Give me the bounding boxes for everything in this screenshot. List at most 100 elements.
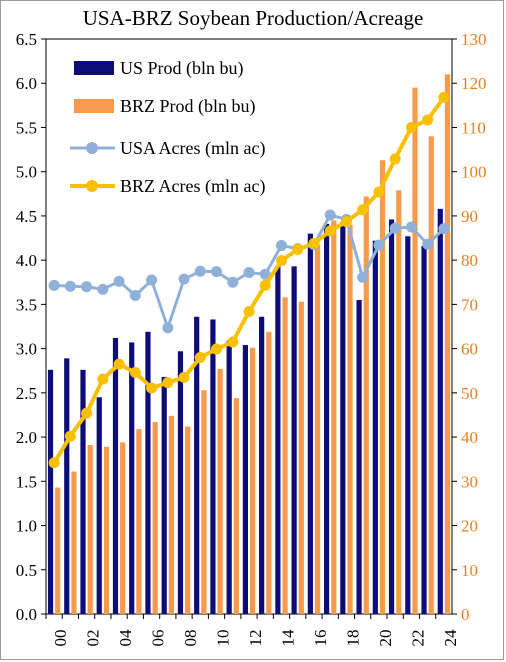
legend-item: BRZ Prod (bln bu) bbox=[74, 96, 256, 117]
right-tick-label: 120 bbox=[461, 74, 487, 93]
legend-marker bbox=[86, 180, 98, 192]
legend-item: US Prod (bln bu) bbox=[74, 58, 244, 79]
point-brz-acres bbox=[194, 351, 206, 363]
point-usa-acres bbox=[162, 322, 174, 334]
legend-swatch bbox=[74, 99, 114, 113]
legend-label: BRZ Acres (mln ac) bbox=[120, 176, 265, 197]
left-tick-label: 0.0 bbox=[16, 605, 37, 624]
left-tick-label: 1.5 bbox=[16, 472, 37, 491]
bar-brz-prod bbox=[379, 160, 386, 614]
bar-brz-prod bbox=[185, 426, 191, 614]
legend-item: BRZ Acres (mln ac) bbox=[70, 176, 265, 197]
plot-area bbox=[45, 38, 453, 615]
point-usa-acres bbox=[211, 266, 223, 278]
point-brz-acres bbox=[178, 371, 190, 383]
bar-us-prod bbox=[259, 316, 265, 614]
right-tick-label: 0 bbox=[461, 605, 470, 624]
point-usa-acres bbox=[259, 268, 271, 280]
point-usa-acres bbox=[357, 271, 369, 283]
point-usa-acres bbox=[373, 239, 385, 251]
right-tick-label: 40 bbox=[461, 428, 478, 447]
point-usa-acres bbox=[194, 265, 206, 277]
bar-us-prod bbox=[112, 338, 119, 614]
left-tick-label: 1.0 bbox=[16, 517, 37, 536]
point-brz-acres bbox=[373, 186, 385, 198]
bar-us-prod bbox=[307, 233, 313, 614]
right-y-axis: 0 10 20 30 40 50 60 70 80 90 100 110 120 130 bbox=[452, 30, 487, 624]
point-usa-acres bbox=[324, 209, 336, 221]
left-tick-label: 5.0 bbox=[16, 163, 37, 182]
bar-brz-prod bbox=[233, 398, 239, 614]
right-tick-label: 30 bbox=[461, 472, 478, 491]
legend-label: BRZ Prod (bln bu) bbox=[120, 96, 256, 117]
point-usa-acres bbox=[64, 280, 76, 292]
bar-us-prod bbox=[161, 376, 167, 614]
bar-brz-prod bbox=[298, 301, 304, 614]
bar-us-prod bbox=[372, 240, 378, 614]
bar-brz-prod bbox=[217, 368, 223, 614]
bar-brz-prod bbox=[120, 442, 126, 614]
right-tick-label: 130 bbox=[461, 30, 487, 49]
bar-us-prod bbox=[291, 266, 297, 614]
point-brz-acres bbox=[389, 153, 401, 165]
right-tick-label: 90 bbox=[461, 207, 478, 226]
point-brz-acres bbox=[308, 237, 320, 249]
point-brz-acres bbox=[422, 114, 434, 126]
point-usa-acres bbox=[113, 275, 125, 287]
right-tick-label: 110 bbox=[461, 118, 486, 137]
x-tick-label: 02 bbox=[84, 630, 103, 647]
left-tick-label: 5.5 bbox=[16, 118, 37, 137]
point-brz-acres bbox=[211, 343, 223, 355]
x-axis: 00 02 04 06 08 10 12 14 16 18 20 22 24 bbox=[45, 614, 460, 647]
bar-brz-prod bbox=[250, 347, 256, 614]
point-brz-acres bbox=[113, 358, 125, 370]
bar-us-prod bbox=[226, 340, 232, 614]
bar-us-prod bbox=[129, 342, 135, 614]
x-tick-label: 24 bbox=[441, 629, 460, 647]
point-usa-acres bbox=[146, 274, 158, 286]
bar-brz-prod bbox=[396, 190, 402, 614]
bar-us-prod bbox=[356, 299, 362, 614]
bar-us-prod bbox=[194, 316, 200, 614]
bar-brz-prod bbox=[331, 220, 337, 614]
point-brz-acres bbox=[129, 367, 141, 378]
left-tick-label: 6.5 bbox=[16, 30, 37, 49]
legend-label: US Prod (bln bu) bbox=[120, 58, 244, 79]
left-tick-label: 0.5 bbox=[16, 561, 37, 580]
left-tick-label: 4.5 bbox=[16, 207, 37, 226]
point-usa-acres bbox=[48, 279, 60, 291]
bar-us-prod bbox=[421, 246, 427, 614]
legend-marker bbox=[86, 142, 98, 154]
x-tick-label: 20 bbox=[376, 630, 395, 647]
x-tick-label: 00 bbox=[51, 630, 70, 647]
point-usa-acres bbox=[227, 276, 239, 288]
point-usa-acres bbox=[178, 273, 190, 285]
bar-brz-prod bbox=[266, 331, 272, 614]
bar-us-prod bbox=[145, 331, 151, 614]
x-tick-label: 18 bbox=[343, 630, 362, 647]
point-usa-acres bbox=[389, 222, 401, 234]
bar-us-prod bbox=[324, 223, 330, 614]
left-y-axis: 0.0 0.5 1.0 1.5 2.0 2.5 3.0 3.5 4.0 4.5 5.0 5.5 6.0 6… bbox=[16, 30, 46, 624]
bar-us-prod bbox=[210, 319, 216, 614]
point-usa-acres bbox=[97, 283, 109, 295]
x-tick-label: 04 bbox=[116, 629, 135, 647]
bar-us-prod bbox=[437, 208, 443, 614]
bar-us-prod bbox=[64, 358, 70, 614]
bar-brz-prod bbox=[55, 487, 61, 614]
x-tick-label: 10 bbox=[214, 630, 233, 647]
point-brz-acres bbox=[275, 255, 287, 267]
bar-brz-prod bbox=[444, 74, 451, 614]
bar-brz-prod bbox=[314, 245, 321, 614]
bar-brz-prod bbox=[282, 297, 288, 614]
bar-brz-prod bbox=[428, 136, 434, 615]
point-brz-acres bbox=[243, 305, 255, 317]
point-brz-acres bbox=[81, 407, 93, 419]
bar-us-prod bbox=[405, 236, 411, 614]
x-tick-label: 16 bbox=[311, 630, 330, 647]
left-tick-label: 6.0 bbox=[16, 74, 37, 93]
point-brz-acres bbox=[405, 121, 417, 133]
left-tick-label: 3.5 bbox=[16, 295, 37, 314]
bar-us-prod bbox=[340, 222, 346, 614]
